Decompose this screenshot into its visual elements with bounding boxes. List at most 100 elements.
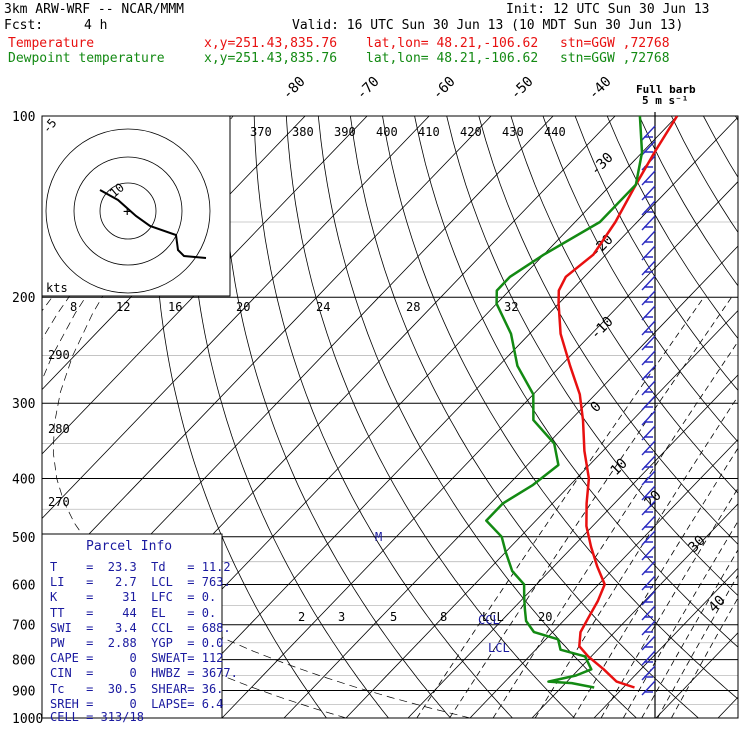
isotherm-label-20: 20 xyxy=(642,488,665,511)
moist-adiabat-0 xyxy=(52,116,471,718)
barb-legend-title: Full barb xyxy=(636,83,696,96)
hodograph-origin: + xyxy=(123,204,131,220)
dry-adiabat-250 xyxy=(153,116,327,718)
isotherm-20 xyxy=(593,567,738,718)
isotherm--10 xyxy=(407,374,738,718)
init-time: Init: 12 UTC Sun 30 Jun 13 xyxy=(506,2,710,17)
dry-adiabat-340 xyxy=(446,116,738,597)
mixing-label-bottom-3: 8 xyxy=(440,610,447,624)
dewpoint-trace xyxy=(485,116,644,689)
theta-label-380: 380 xyxy=(292,125,314,139)
mixing-label-bottom-2: 5 xyxy=(390,610,397,624)
isotherm-label--60: -60 xyxy=(430,74,459,103)
mixing-label-bottom-0: 2 xyxy=(298,610,305,624)
wind-barb xyxy=(641,500,656,516)
wind-barb xyxy=(641,680,656,696)
dry-adiabat-380 xyxy=(574,116,738,391)
isotherm--40 xyxy=(221,181,738,718)
mixing-ratio-16 xyxy=(600,487,738,718)
dry-adiabat-310 xyxy=(350,116,699,718)
dry-adiabat-320 xyxy=(382,116,738,700)
wind-barb xyxy=(641,350,656,366)
wind-barb xyxy=(641,320,656,336)
pressure-label-200: 200 xyxy=(12,291,35,306)
mixing-ratio-20 xyxy=(622,520,738,718)
isotherm--50 xyxy=(159,116,738,718)
theta-label-440: 440 xyxy=(544,125,566,139)
wind-barb xyxy=(641,230,656,246)
wind-barb xyxy=(641,380,656,396)
mixing-label-top-24: 24 xyxy=(316,300,330,314)
parcel-row: CAPE = 0 SWEAT= 112 xyxy=(50,651,224,666)
mixing-ratio-12 xyxy=(572,447,738,718)
parcel-panel-box xyxy=(41,533,223,719)
wind-barb xyxy=(641,410,656,426)
wind-barb xyxy=(641,170,656,186)
wind-barb xyxy=(641,125,656,141)
wind-barb xyxy=(641,275,656,291)
dewpoint-xy: x,y=251.43,835.76 xyxy=(204,51,338,66)
plot-frame xyxy=(41,115,739,719)
isotherm--30 xyxy=(283,245,738,718)
temperature-latlon: lat,lon= 48.21,-106.62 xyxy=(366,36,539,51)
wind-barb xyxy=(641,650,656,666)
valid-time: Valid: 16 UTC Sun 30 Jun 13 (10 MDT Sun … xyxy=(292,18,684,33)
dewpoint-legend: Dewpoint temperature xyxy=(8,51,165,66)
pressure-label-500: 500 xyxy=(12,531,35,546)
dry-adiabat-420 xyxy=(703,116,738,179)
dry-adiabat-label-290: 290 xyxy=(48,348,70,362)
model-title: 3km ARW-WRF -- NCAR/MMM xyxy=(4,2,185,17)
pressure-label-900: 900 xyxy=(12,684,35,699)
isotherm--20 xyxy=(345,309,738,718)
parcel-row: SWI = 3.4 CCL = 688. xyxy=(50,620,231,635)
pressure-label-800: 800 xyxy=(12,654,35,669)
parcel-info-title: Parcel Info xyxy=(86,539,173,554)
hodograph-ring-2 xyxy=(45,128,211,294)
dry-adiabat-270 xyxy=(221,116,451,718)
pressure-label-600: 600 xyxy=(12,578,35,593)
sounding-traces xyxy=(485,116,679,689)
mixing-label-top-8: 8 xyxy=(70,300,77,314)
isotherm-label--30: -30 xyxy=(588,150,617,179)
mixing-ratio-3 xyxy=(449,296,732,718)
pressure-label-1000: 1000 xyxy=(12,712,43,727)
wind-barb xyxy=(641,485,656,501)
isotherm-0 xyxy=(469,438,738,718)
ccl-marker: CCL xyxy=(478,613,500,627)
parcel-row: PW = 2.88 YGP = 0.0 xyxy=(50,636,224,650)
pressure-label-400: 400 xyxy=(12,472,35,487)
isotherm-label--40: -40 xyxy=(586,74,615,103)
hodograph-ring-1 xyxy=(73,156,183,266)
wind-barb xyxy=(641,455,656,471)
wind-barb xyxy=(641,545,656,561)
isotherm-label--70: -70 xyxy=(354,74,383,103)
wind-barb xyxy=(641,530,656,546)
parcel-row: T = 23.3 Td = 11.2 xyxy=(50,560,231,574)
wind-barb xyxy=(641,605,656,621)
parcel-row: SREH = 0 LAPSE= 6.4 xyxy=(50,696,224,711)
theta-label-430: 430 xyxy=(502,125,524,139)
wind-barb xyxy=(641,575,656,591)
mixing-ratio-2 xyxy=(416,296,705,718)
temperature-xy: x,y=251.43,835.76 xyxy=(204,36,338,51)
dry-adiabat-330 xyxy=(414,116,738,648)
pressure-label-300: 300 xyxy=(12,397,35,412)
m-marker: M xyxy=(375,530,382,544)
lcl-marker: LCL xyxy=(488,641,510,655)
isotherm--110 xyxy=(42,116,368,455)
mixing-ratio-32 xyxy=(671,597,738,718)
wind-barb xyxy=(641,665,656,681)
temperature-station: stn=GGW ,72768 xyxy=(560,36,670,51)
dry-adiabat-410 xyxy=(671,116,738,234)
barb-legend-value: 5 m s⁻¹ xyxy=(642,94,688,107)
wind-barb xyxy=(641,395,656,411)
wind-barb xyxy=(641,200,656,216)
dry-adiabat-370 xyxy=(542,116,738,443)
mixing-label-top-12: 12 xyxy=(116,300,130,314)
wind-barb xyxy=(641,440,656,456)
wind-barb xyxy=(641,620,656,636)
isotherm--100 xyxy=(42,116,430,519)
isotherm-10 xyxy=(531,503,738,718)
wind-barb xyxy=(641,245,656,261)
